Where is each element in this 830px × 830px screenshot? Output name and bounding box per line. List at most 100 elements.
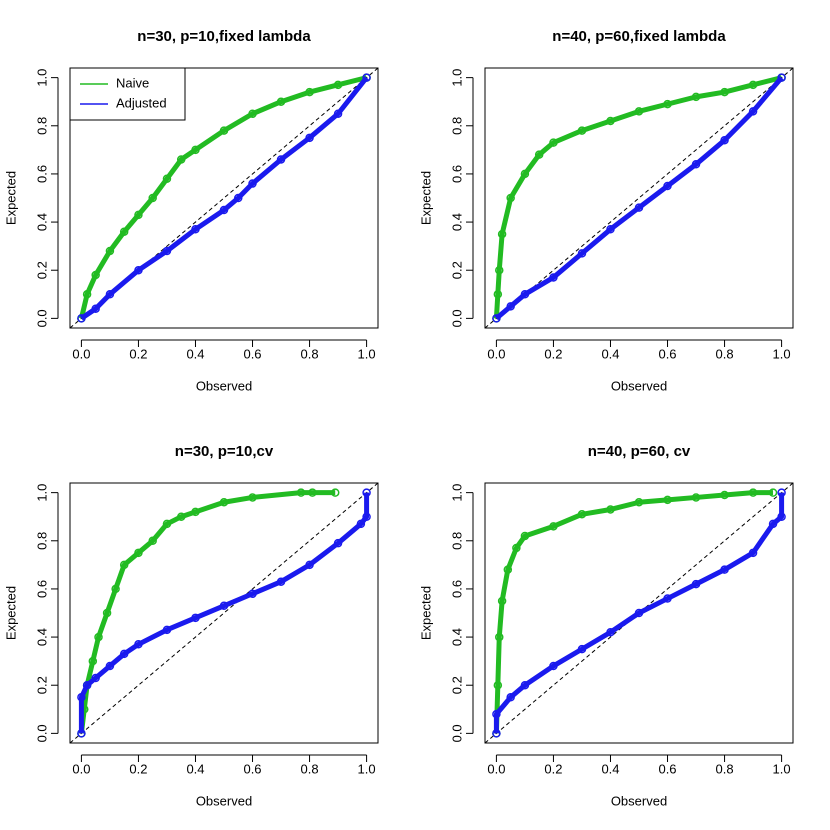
point [549,661,558,671]
point [577,510,587,519]
y-tick-label: 0.6 [449,580,464,598]
point [549,273,558,282]
series-line [493,75,783,319]
point [663,594,672,603]
point [276,97,286,106]
plot-frame [484,67,794,329]
point [333,538,343,548]
panel: n=30, p=10,fixed lambda Observed Expected 0… [3,28,379,393]
panel: n=30, p=10,cv Observed Expected 0.0 0.2 0.4 0.… [3,443,379,808]
point [777,488,786,497]
y-tick-label: 0.6 [449,165,464,183]
point [191,145,200,155]
x-axis-label: Observed [196,793,252,808]
x-tick-label: 0.4 [186,761,204,776]
x-tick-label: 0.2 [544,761,562,776]
point [248,493,257,502]
y-tick-label: 0.2 [34,261,49,279]
x-tick-label: 0.8 [716,346,734,361]
point [493,680,503,690]
point [308,488,317,497]
point [720,87,729,97]
y-tick-label: 0.0 [34,724,49,742]
x-tick-label: 1.0 [773,346,791,361]
point [105,290,115,299]
legend: Naive Adjusted [69,67,186,121]
point [82,290,92,299]
series-line [80,76,369,321]
point [276,577,286,586]
y-tick-label: 0.0 [449,724,464,742]
y-tick-label: 0.8 [449,532,464,550]
point [77,693,86,702]
point [248,589,257,598]
plot-frame [484,482,794,744]
x-tick-label: 0.0 [487,346,505,361]
x-axis-label: Observed [196,378,252,393]
point [503,565,513,574]
series-line [78,75,368,319]
plot-area [70,68,378,328]
point [148,536,157,546]
point [176,512,186,521]
point [634,203,644,212]
series-line [493,492,785,734]
point [119,227,129,236]
point [634,608,644,618]
y-tick-label: 0.0 [34,309,49,327]
point [356,519,366,529]
x-tick-label: 1.0 [358,761,376,776]
point [305,87,314,97]
x-tick-label: 0.2 [129,761,147,776]
y-axis-label: Expected [3,586,18,640]
point [134,640,143,649]
point [720,490,729,500]
point [91,673,100,683]
point [362,512,371,521]
point [748,488,758,497]
point [191,613,200,623]
panel: n=40, p=60,fixed lambda Observed Expected 0… [418,28,794,393]
point [606,116,615,126]
point [506,693,515,702]
point [305,560,314,570]
point [720,565,729,574]
point [248,179,257,188]
point [333,80,343,90]
point [634,107,644,116]
point [520,531,530,541]
point [506,302,515,311]
point [105,246,115,256]
x-tick-label: 0.4 [186,346,204,361]
x-tick-label: 1.0 [358,346,376,361]
point [333,109,343,118]
point [105,661,115,671]
point [768,488,778,497]
y-tick-label: 0.6 [34,165,49,183]
y-tick-label: 0.4 [34,628,49,646]
point [691,493,701,502]
x-tick-label: 0.6 [243,346,261,361]
series-line [493,490,774,734]
point [691,579,701,589]
point [777,73,786,82]
y-tick-label: 0.6 [34,580,49,598]
x-tick-label: 0.2 [129,346,147,361]
plot-area [485,68,793,328]
point [506,193,515,203]
y-tick-label: 0.2 [34,676,49,694]
x-tick-label: 0.8 [301,761,319,776]
plot-frame [69,67,379,329]
y-tick-label: 0.2 [449,261,464,279]
x-tick-label: 0.0 [487,761,505,776]
y-tick-label: 0.4 [34,213,49,231]
point [663,99,672,109]
point [362,73,371,82]
point [219,498,229,507]
point [162,519,172,529]
point [82,680,92,690]
point [91,304,100,313]
y-tick-label: 0.8 [34,532,49,550]
point [162,246,172,256]
